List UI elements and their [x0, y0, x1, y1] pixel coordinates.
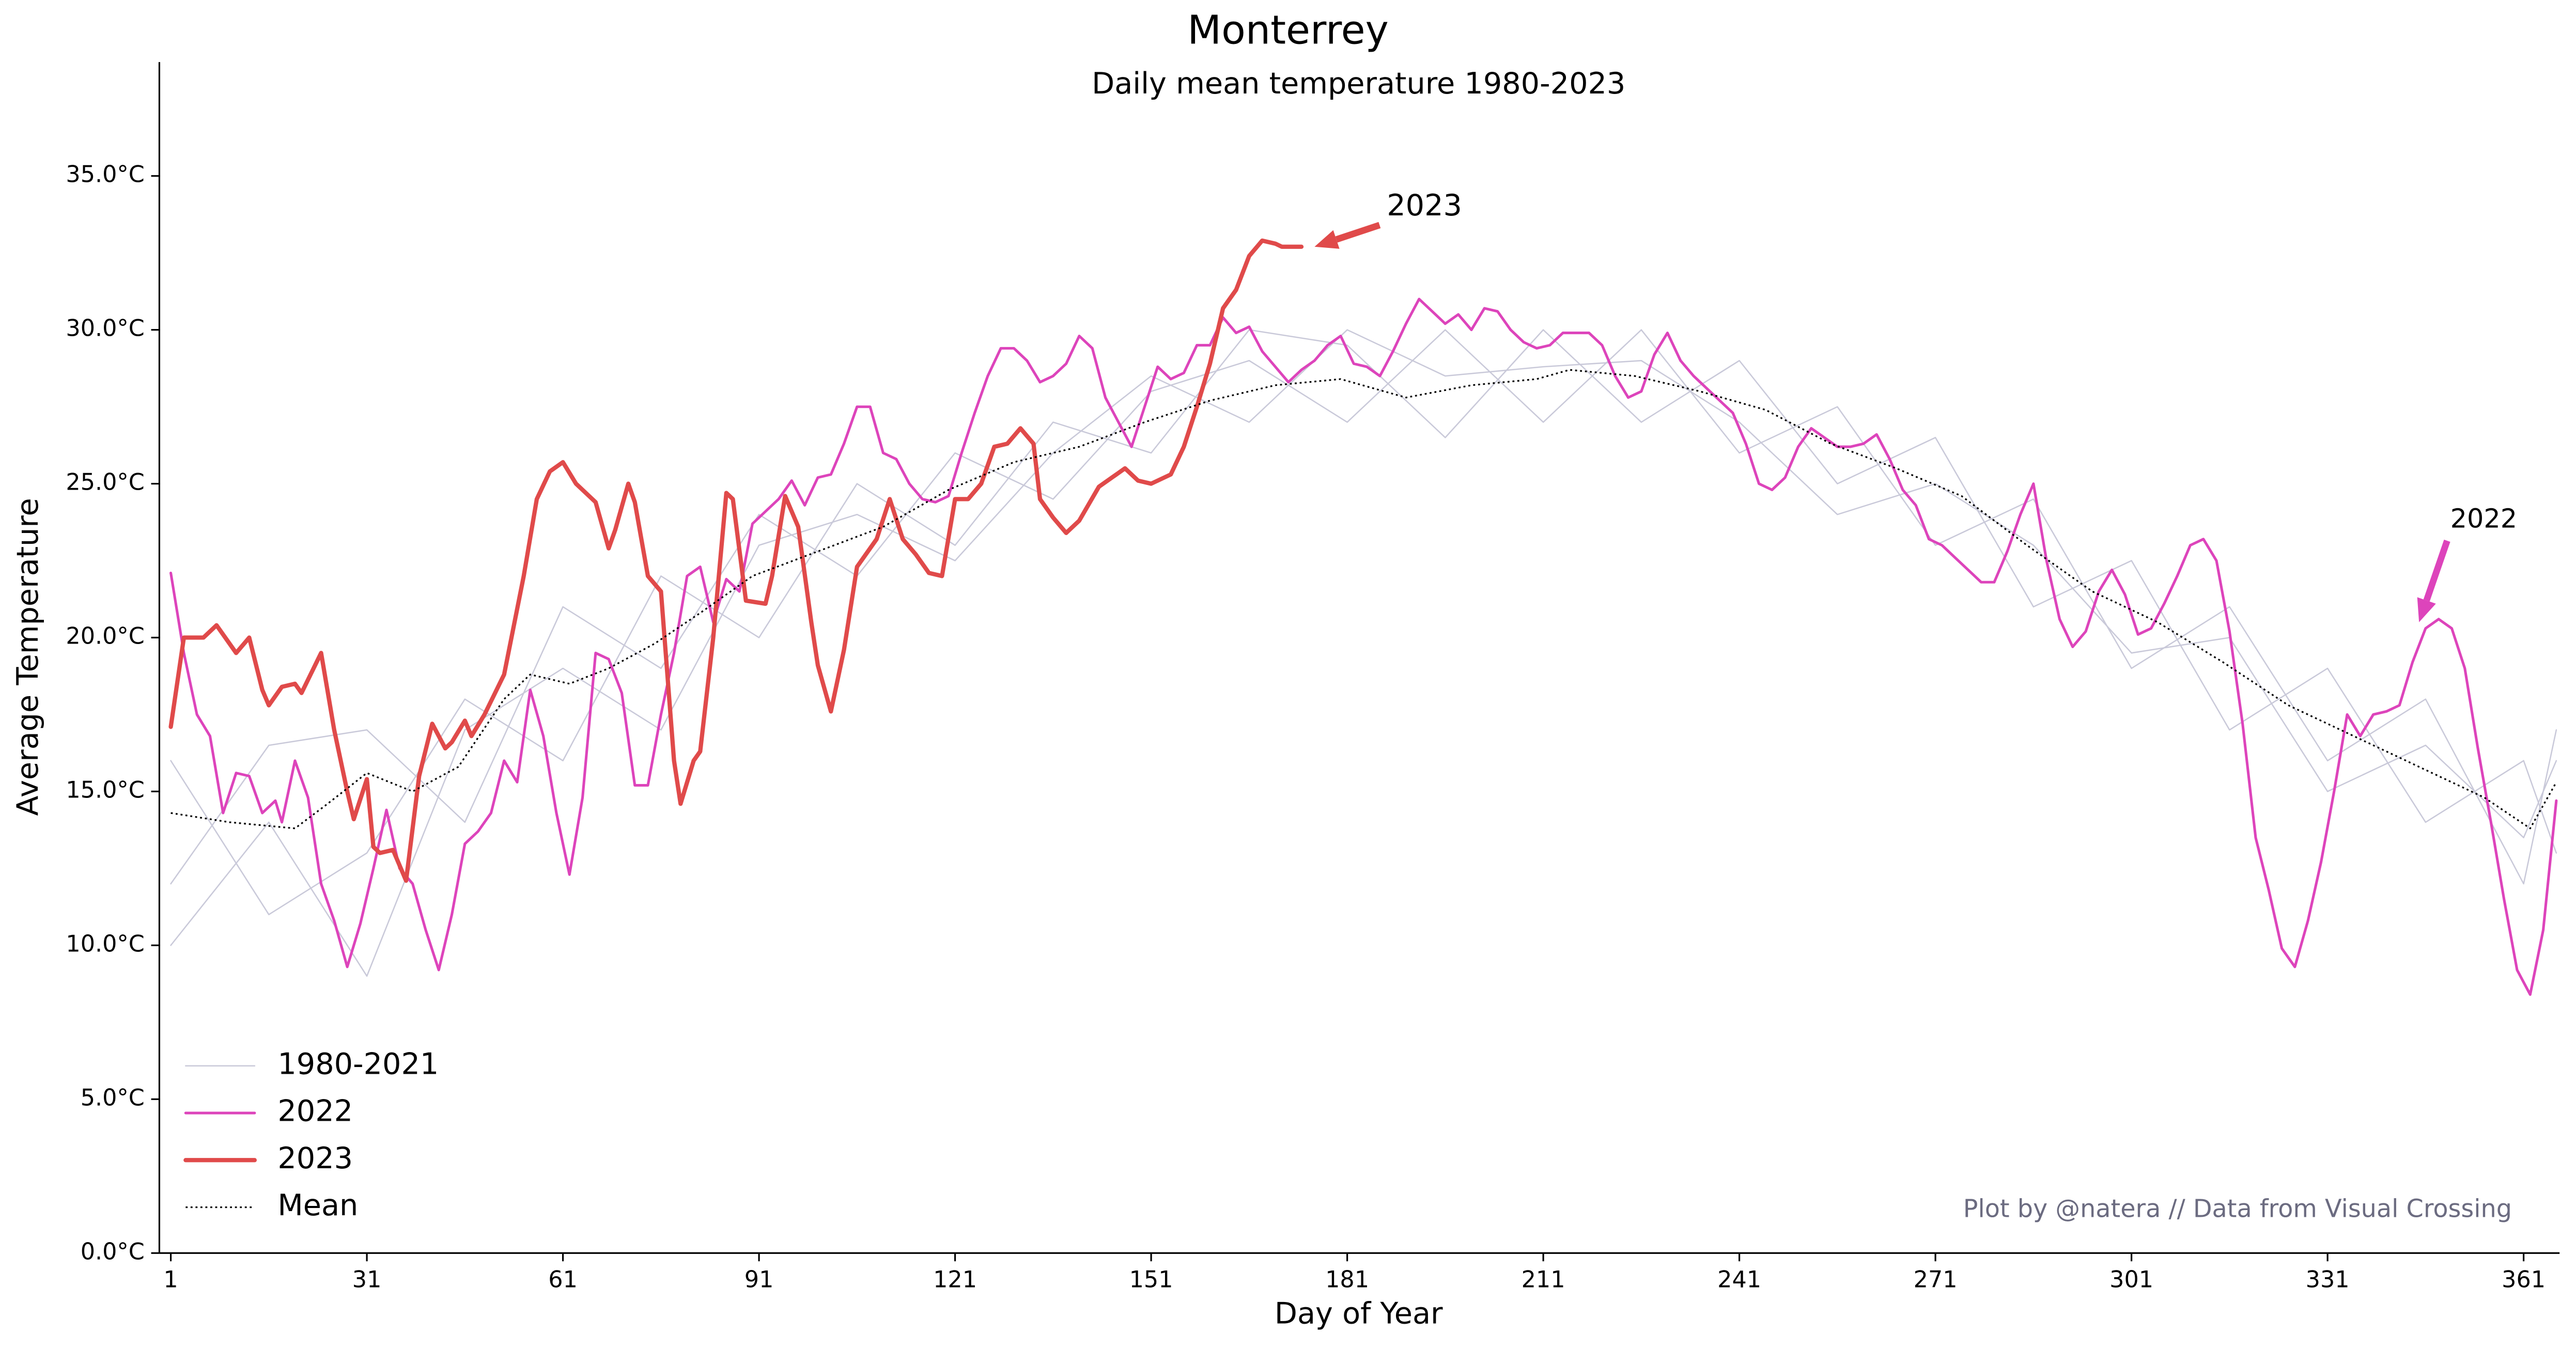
x-tick-label: 121 [933, 1266, 977, 1293]
x-tick-label: 241 [1717, 1266, 1761, 1293]
legend-label: 1980-2021 [277, 1047, 439, 1081]
x-tick-label: 91 [744, 1266, 774, 1293]
x-tick-label: 271 [1914, 1266, 1958, 1293]
annotation-arrow-shaft [2423, 539, 2450, 602]
legend-label: 2022 [277, 1094, 353, 1128]
x-tick-label: 211 [1522, 1266, 1565, 1293]
x-tick-label: 361 [2502, 1266, 2546, 1293]
y-tick-label: 30.0°C [66, 316, 144, 342]
y-tick-label: 0.0°C [81, 1238, 145, 1265]
background-year-line [170, 329, 2557, 916]
y-tick-label: 35.0°C [66, 162, 144, 188]
x-axis-label: Day of Year [1275, 1297, 1443, 1331]
legend-label: 2023 [277, 1141, 353, 1175]
y-tick-label: 25.0°C [66, 469, 144, 496]
annotation-text: 2022 [2450, 504, 2517, 534]
series-line [168, 238, 1304, 883]
background-year-line [170, 329, 2557, 885]
chart-title: Monterrey [1187, 7, 1389, 53]
series-line [170, 369, 2557, 829]
y-tick-label: 15.0°C [66, 777, 144, 803]
background-year-line [170, 329, 2557, 977]
legend-label: Mean [277, 1188, 358, 1222]
annotation-arrow-head [1314, 230, 1340, 249]
chart-subtitle: Daily mean temperature 1980-2023 [1092, 67, 1625, 101]
x-tick-label: 151 [1129, 1266, 1173, 1293]
x-tick-label: 331 [2306, 1266, 2350, 1293]
y-tick-label: 20.0°C [66, 623, 144, 650]
annotation-arrow-shaft [1335, 222, 1381, 243]
series-line [169, 297, 2558, 996]
y-tick-label: 5.0°C [81, 1085, 145, 1111]
x-tick-label: 181 [1325, 1266, 1369, 1293]
x-tick-label: 61 [548, 1266, 578, 1293]
annotation-arrow-head [2417, 597, 2436, 622]
footnote: Plot by @natera // Data from Visual Cros… [1963, 1195, 2512, 1223]
y-axis-label: Average Temperature [11, 498, 45, 816]
x-tick-label: 301 [2109, 1266, 2153, 1293]
annotation-text: 2023 [1387, 189, 1462, 223]
x-tick-label: 31 [352, 1266, 382, 1293]
x-tick-label: 1 [163, 1266, 178, 1293]
y-tick-label: 10.0°C [66, 931, 144, 957]
